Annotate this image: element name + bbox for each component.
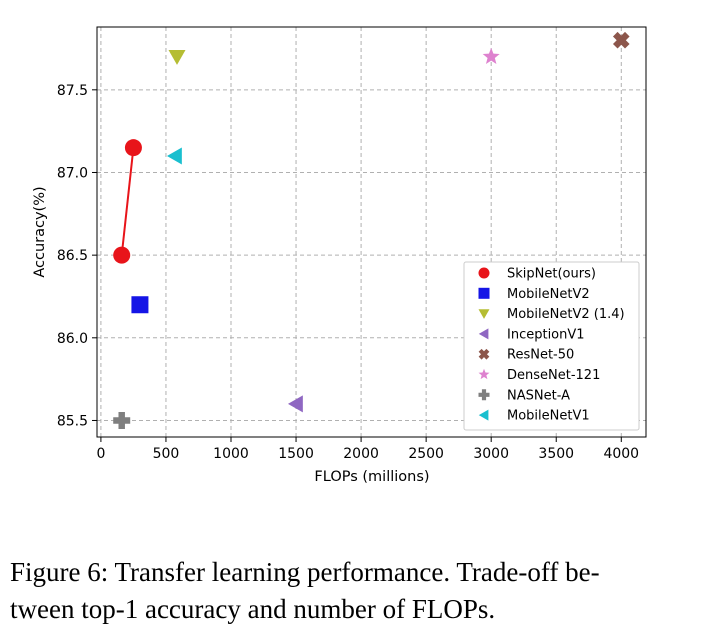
- series-layer: [113, 31, 630, 429]
- legend-label-nasnet-a: NASNet-A: [507, 388, 570, 403]
- mobilenetv2-point: [131, 296, 149, 314]
- x-tick-label: 2500: [408, 446, 444, 462]
- legend-label-mobilenetv2: MobileNetV2: [507, 287, 590, 302]
- skipnet-ours-point: [113, 246, 131, 264]
- y-tick-label: 85.5: [57, 413, 88, 429]
- skipnet-ours-line: [120, 147, 135, 256]
- y-tick-label: 86.0: [57, 331, 88, 347]
- densenet-121-point: [482, 47, 500, 64]
- legend-label-mobilenetv1: MobileNetV1: [507, 409, 590, 424]
- legend-marker-mobilenetv2-1-4: [478, 309, 490, 319]
- legend-marker-inceptionv1: [478, 328, 489, 340]
- x-tick-label: 1500: [278, 446, 314, 462]
- y-tick-label: 86.5: [57, 248, 88, 264]
- x-tick-label: 0: [96, 446, 105, 462]
- legend-label-mobilenetv2-1-4: MobileNetV2 (1.4): [507, 307, 625, 322]
- mobilenetv1-point: [166, 147, 182, 165]
- y-tick-label: 87.0: [57, 165, 88, 181]
- legend-marker-resnet-50: [478, 348, 490, 360]
- legend-marker-skipnet-ours: [478, 267, 490, 279]
- nasnet-a-point: [113, 411, 131, 429]
- legend-marker-densenet-121: [478, 368, 490, 380]
- x-tick-label: 2000: [343, 446, 379, 462]
- legend-box: [463, 261, 640, 431]
- x-tick-label: 3500: [538, 446, 574, 462]
- mobilenetv2-1-4-point: [168, 49, 186, 65]
- axis-ticks: 0 500 1000 1500 2000 2500 3000 3500 4000 85.5 86.0…: [57, 83, 639, 462]
- caption-line-1: Figure 6: Transfer learning performance.…: [10, 557, 600, 587]
- legend: SkipNet(ours) MobileNetV2 MobileNetV2 (1.4…: [463, 261, 640, 431]
- legend-marker-mobilenetv1: [478, 409, 489, 421]
- x-tick-label: 500: [153, 446, 180, 462]
- grid-lines: [97, 27, 646, 437]
- x-tick-label: 1000: [213, 446, 249, 462]
- x-tick-label: 4000: [603, 446, 639, 462]
- resnet-50-point: [612, 31, 630, 49]
- caption-line-2: tween top-1 accuracy and number of FLOPs…: [10, 594, 496, 624]
- legend-label-inceptionv1: InceptionV1: [507, 327, 585, 342]
- chart: 0 500 1000 1500 2000 2500 3000 3500 4000 85.5 86.0…: [32, 26, 647, 485]
- legend-label-densenet-121: DenseNet-121: [507, 368, 600, 383]
- plot-frame: [96, 26, 647, 438]
- x-axis-label: FLOPs (millions): [314, 469, 429, 485]
- y-axis-label: Accuracy(%): [32, 186, 48, 277]
- y-tick-label: 87.5: [57, 83, 88, 99]
- inceptionv1-point: [287, 395, 303, 413]
- legend-marker-nasnet-a: [478, 389, 490, 401]
- legend-label-skipnet-ours: SkipNet(ours): [507, 267, 596, 282]
- x-tick-label: 3000: [473, 446, 509, 462]
- legend-marker-mobilenetv2: [478, 287, 490, 299]
- skipnet-ours-point: [124, 139, 142, 157]
- legend-label-resnet-50: ResNet-50: [507, 348, 574, 363]
- figure-caption: Figure 6: Transfer learning performance.…: [10, 554, 715, 628]
